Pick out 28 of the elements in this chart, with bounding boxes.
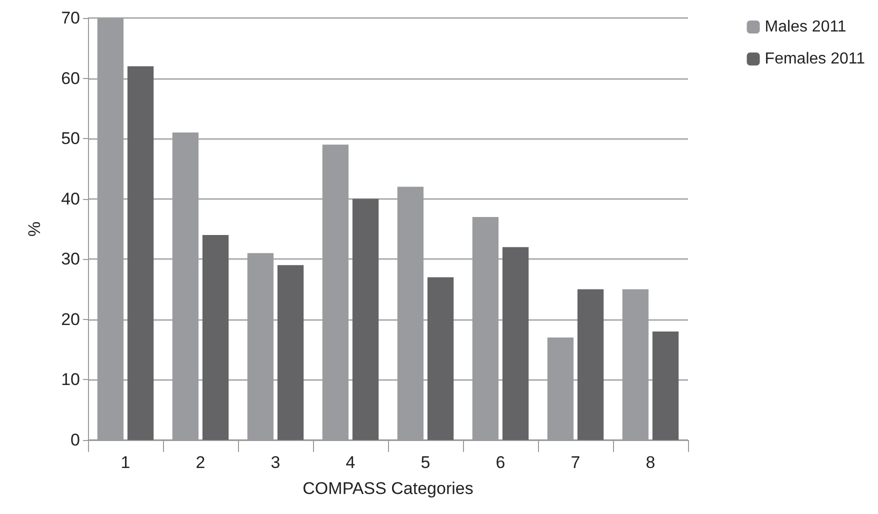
y-tick-label: 20 <box>61 310 80 329</box>
x-axis-title: COMPASS Categories <box>302 479 474 498</box>
x-tick-label: 2 <box>196 453 206 472</box>
y-tick-label: 30 <box>61 250 80 269</box>
y-tick-label: 40 <box>61 189 80 208</box>
bar <box>427 277 454 440</box>
bar <box>277 265 304 440</box>
bar <box>202 235 229 440</box>
x-tick-label: 1 <box>120 453 130 472</box>
bar <box>577 289 604 440</box>
legend-label: Males 2011 <box>764 18 846 36</box>
legend-label: Females 2011 <box>764 50 866 68</box>
x-tick-label: 6 <box>496 453 506 472</box>
bar <box>502 247 529 440</box>
y-tick-label: 50 <box>61 129 80 148</box>
y-tick-label: 0 <box>70 430 80 450</box>
x-tick-label: 8 <box>646 453 656 472</box>
bar <box>652 331 679 440</box>
bar <box>352 198 379 440</box>
x-tick-label: 3 <box>270 453 280 472</box>
y-tick-label: 70 <box>61 8 80 28</box>
bar <box>127 66 154 440</box>
y-axis-title: % <box>25 221 44 237</box>
y-tick-label: 10 <box>61 370 80 390</box>
x-tick-label: 7 <box>570 453 580 472</box>
x-tick-label: 5 <box>420 453 430 472</box>
y-tick-label: 60 <box>61 68 80 88</box>
x-tick-label: 4 <box>346 453 356 472</box>
